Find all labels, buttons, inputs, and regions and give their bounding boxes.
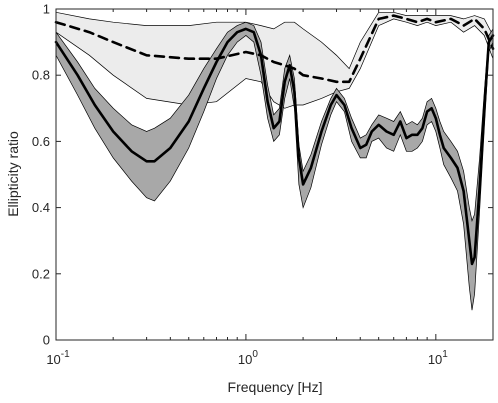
series-line-1 bbox=[54, 14, 495, 84]
series-line-2 bbox=[54, 27, 495, 266]
series-lines bbox=[54, 14, 495, 266]
x-axis-label: Frequency [Hz] bbox=[228, 379, 323, 395]
x-tick-label: 10-1 bbox=[46, 349, 70, 367]
y-tick-label: 1 bbox=[43, 2, 50, 17]
x-tick-label: 101 bbox=[428, 349, 448, 367]
plot-frame bbox=[55, 8, 494, 341]
y-tick-label: 0.4 bbox=[32, 200, 50, 215]
x-tick-label: 100 bbox=[238, 349, 258, 367]
y-tick-label: 0.6 bbox=[32, 134, 50, 149]
y-tick-label: 0 bbox=[43, 333, 50, 348]
confidence-band-1 bbox=[55, 11, 494, 109]
y-tick-label: 0.8 bbox=[32, 68, 50, 83]
y-tick-label: 0.2 bbox=[32, 266, 50, 281]
y-axis-label: Ellipticity ratio bbox=[5, 131, 21, 217]
confidence-bands bbox=[55, 11, 494, 311]
axes: 0 0.2 0.4 0.6 0.8 1 10-1 100 101 bbox=[32, 2, 494, 367]
